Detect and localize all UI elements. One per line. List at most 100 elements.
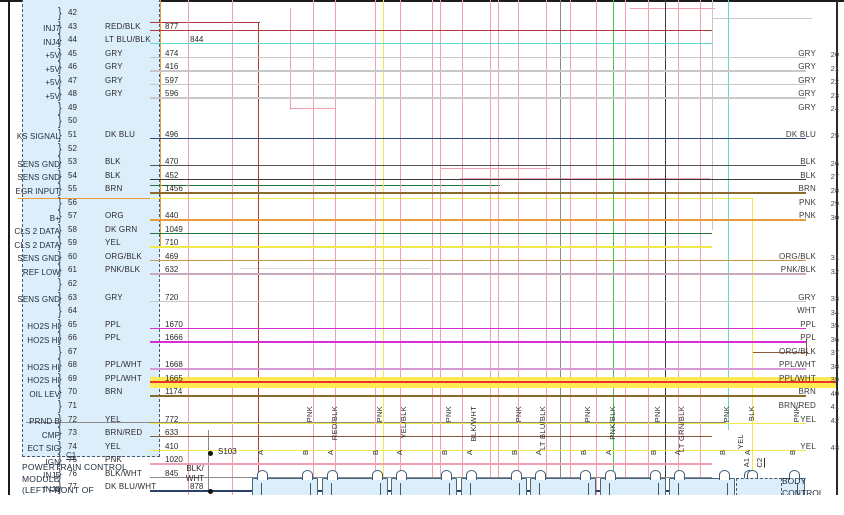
injector-terminal-letter: B: [440, 450, 449, 456]
pin-function-label: INJ8: [43, 484, 60, 494]
right-wire-color-label: GRY: [798, 292, 816, 302]
pin-brace-icon: }: [58, 86, 62, 102]
ground-wire-color-label: BLK/WHT: [185, 464, 205, 483]
pin-function-label: KS SIGNAL: [16, 132, 60, 142]
pin-number: 53: [68, 157, 77, 167]
pin-row: } 48 +5V GRY 596 GRY 23: [0, 86, 844, 104]
pin-brace-icon: }: [58, 276, 62, 292]
right-pin-number: 28: [830, 185, 839, 195]
right-pin-number: 31: [830, 253, 839, 263]
pin-row: } 42: [0, 6, 844, 23]
pin-row: } 77 INJ8 DK BLU/WHT 878: [0, 479, 844, 497]
circuit-number: 1668: [165, 360, 183, 370]
wire-color-label: PPL: [105, 319, 121, 329]
pin-brace-icon: }: [58, 127, 62, 143]
right-pin-number: 29: [830, 199, 839, 209]
injector-terminal-letter: B: [787, 450, 797, 456]
wire-trace-vertical: [400, 0, 402, 515]
injector-terminal-letter: B: [579, 450, 588, 456]
pin-number: 67: [68, 346, 77, 356]
pin-row: } 47 +5V GRY 597 GRY 22: [0, 73, 844, 91]
wire-trace: [150, 395, 806, 397]
right-wire-color-label: PNK/BLK: [780, 265, 816, 275]
pin-brace-icon: }: [58, 32, 62, 48]
pin-row: } 55 EGR INPUT BRN 1456 BRN 28: [0, 182, 844, 199]
pin-function-label: HO2S HI: [27, 322, 60, 332]
wire-color-label: BRN/RED: [105, 428, 143, 438]
wire-color-label: BRN: [105, 184, 123, 194]
wire-color-label: DK BLU/WHT: [105, 482, 157, 492]
wire-trace: [150, 476, 712, 479]
pin-brace-icon: }: [58, 398, 62, 414]
pin-number: 59: [68, 238, 77, 248]
injector-wire-color-label: YEL/BLK: [399, 406, 408, 439]
wire-trace: [150, 178, 806, 180]
pin-brace-icon: }: [58, 479, 62, 495]
pin-number: 65: [68, 319, 77, 329]
injector-terminal-letter: B: [301, 450, 310, 456]
wire-segment: [752, 352, 808, 354]
wire-trace: [150, 192, 806, 194]
wire-trace: [150, 341, 806, 343]
right-pin-number: 24: [830, 104, 839, 114]
injector-wire-color-label: PNK: [374, 406, 384, 423]
circuit-number: 878: [190, 482, 204, 492]
wire-trace-vertical: [752, 198, 754, 420]
right-pin-number: 37: [830, 348, 839, 358]
wire-trace-vertical: [596, 0, 598, 515]
pin-function-label: HO2S HI: [27, 376, 60, 386]
pin-number: 74: [68, 441, 77, 451]
pin-brace-icon: }: [58, 249, 62, 265]
pin-row: } 75 IGN PNK 1020: [0, 453, 844, 470]
pin-row: } 56 PNK 29: [0, 195, 844, 213]
pin-function-label: HO2S HI: [27, 362, 60, 372]
injector-wire-color-label: LT GRN/BLK: [677, 406, 686, 453]
pin-row: } 52: [0, 141, 844, 159]
right-wire-color-label: PNK: [798, 211, 816, 221]
bcm-yel-wire: [752, 418, 754, 478]
injector-wire-color-label: PNK: [652, 406, 662, 423]
circuit-number: 1666: [165, 333, 183, 343]
right-wire-color-label: PPL: [800, 319, 816, 329]
injector-wire-color-label: PNK: [513, 406, 523, 423]
wire-trace: [150, 327, 806, 330]
right-wire-color-label: ORG/BLK: [779, 251, 816, 261]
wire-trace-vertical: [188, 0, 190, 515]
pin-function-label: +5V: [45, 91, 60, 101]
pin-brace-icon: }: [58, 330, 62, 346]
wire-trace: [150, 436, 712, 438]
pin-row: } 46 +5V GRY 416 GRY 21: [0, 60, 844, 77]
wire-trace-vertical: [160, 0, 162, 248]
pin-number: 60: [68, 251, 77, 261]
wire-segment: [440, 168, 550, 170]
bcm-terminal: [747, 470, 758, 480]
right-pin-number: 35: [830, 321, 839, 331]
pin-row: } 68 HO2S HI PPL/WHT 1668 PPL/WHT 38: [0, 357, 844, 375]
circuit-number: 772: [165, 414, 179, 424]
pin-brace-icon: }: [58, 73, 62, 89]
circuit-number: 410: [165, 441, 179, 451]
wire-trace-vertical: [490, 0, 492, 515]
injector-terminal: [257, 470, 268, 480]
circuit-number: 1665: [165, 373, 183, 383]
pin-number: 68: [68, 360, 77, 370]
pin-brace-icon: }: [58, 357, 62, 373]
wire-segment: [712, 18, 812, 20]
wire-color-label: RED/BLK: [105, 21, 141, 31]
right-pin-number: 43: [830, 443, 839, 453]
wire-trace: [150, 137, 806, 140]
wire-color-label: PNK/BLK: [105, 265, 141, 275]
pin-number: 49: [68, 102, 77, 112]
right-wire-color-label: GRY: [798, 75, 816, 85]
pin-number: 54: [68, 170, 77, 180]
circuit-number: 1670: [165, 319, 183, 329]
wire-trace-vertical: [313, 0, 315, 515]
right-pin-number: 30: [830, 212, 839, 222]
injector-wire-color-label: PNK: [722, 406, 731, 423]
pin-row: } 74 ECT SIG YEL 410 YEL 43: [0, 439, 844, 457]
pin-brace-icon: }: [58, 425, 62, 441]
circuit-number: 720: [165, 292, 179, 302]
circuit-number: 596: [165, 89, 179, 99]
wire-color-label: ORG: [105, 211, 124, 221]
injector-terminal: [535, 470, 546, 480]
